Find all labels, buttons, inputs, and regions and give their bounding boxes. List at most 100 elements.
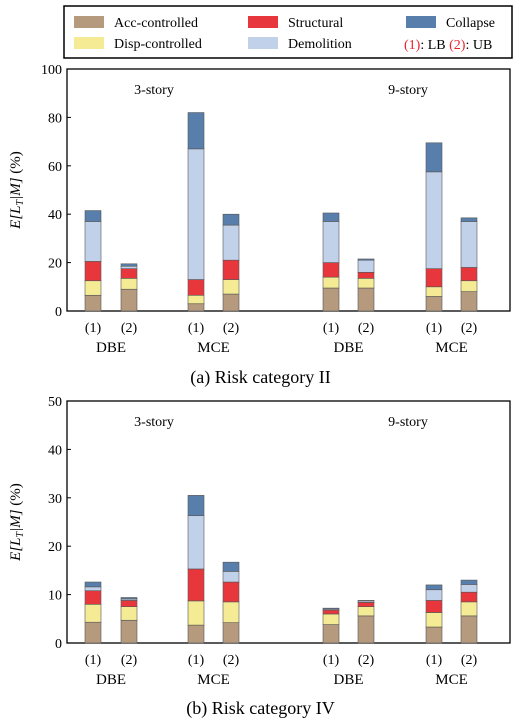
legend-label-demo: Demolition [288,37,352,52]
bar-segment-demo [425,171,443,269]
bar-segment-disp [222,279,240,295]
stacked-bar [322,212,340,312]
bar-segment-acc [187,303,205,312]
x-tick-label: (2) [121,653,138,668]
legend-note-lb: : LB [420,38,449,53]
bar-segment-coll [425,584,443,591]
y-axis-label: E[LT|M] (%) [8,151,26,230]
bar-segment-struct [222,581,240,603]
bar-segment-struct [425,600,443,613]
legend-label-disp: Disp-controlled [114,37,202,52]
y-tick-label: 40 [48,443,62,458]
bar-segment-demo [222,224,240,261]
bar-segment-disp [460,280,478,292]
chart-panel-2: 0 10 20 30 40 50 E[LT|M] (%) 3-story (1) (2) (1) (2… [8,395,511,719]
bar-segment-disp [322,276,340,289]
bar-segment-struct [322,609,340,615]
plot-frame [66,400,511,644]
bar-segment-coll [187,495,205,517]
bar-segment-demo [425,589,443,601]
bar-segment-acc [322,287,340,312]
bar-segment-disp [460,601,478,617]
y-tick-label: 0 [55,305,62,320]
bar-segment-disp [425,286,443,297]
bar-segment-demo [460,221,478,268]
bar-segment-struct [460,267,478,282]
bar-segment-demo [357,259,375,273]
y-tick-label: 40 [48,208,62,223]
category-label: MCE [435,340,468,356]
bar-segment-demo [187,515,205,570]
bar-segment-struct [187,279,205,296]
stacked-bar [84,210,102,312]
panel-title: (a) Risk category II [190,367,330,388]
plot-frame [66,68,511,312]
bar-segment-acc [357,615,375,644]
bar-segment-disp [84,603,102,623]
y-tick-label: 10 [48,589,62,604]
x-tick-label: (2) [461,321,478,336]
bar-segment-disp [357,278,375,289]
legend-label-acc: Acc-controlled [114,16,198,31]
bar-segment-acc [425,626,443,644]
bar-segment-demo [120,265,138,269]
y-tick-label: 60 [48,160,62,175]
legend-frame [63,5,513,59]
stacked-bar [222,561,240,644]
x-tick-label: (2) [358,321,375,336]
x-tick-label: (2) [461,653,478,668]
bar-segment-struct [84,261,102,282]
bar-segment-coll [460,579,478,585]
bar-segment-disp [187,600,205,626]
stacked-bar [222,213,240,312]
bar-segment-acc [120,619,138,644]
category-label: DBE [96,340,126,356]
bar-segment-coll [84,210,102,222]
category-label: MCE [197,672,230,688]
y-tick-label: 20 [48,257,62,272]
legend-swatch-struct [248,16,278,28]
bar-segment-acc [84,294,102,312]
stacked-bar [84,581,102,644]
bar-segment-coll [187,112,205,150]
bar-segment-disp [84,280,102,296]
bar-segment-struct [120,268,138,279]
bar-segment-coll [322,212,340,222]
stacked-bar [460,217,478,312]
x-tick-label: (2) [121,321,138,336]
legend-label-coll: Collapse [446,16,495,31]
group-label: 9-story [388,83,428,98]
bar-segment-acc [120,288,138,312]
stacked-bar [425,142,443,312]
bar-segment-struct [460,591,478,603]
x-tick-label: (1) [426,321,443,336]
group-label: 3-story [134,83,174,98]
bar-segment-disp [120,278,138,290]
x-tick-label: (1) [188,321,205,336]
panel-title: (b) Risk category IV [186,698,334,719]
bar-segment-struct [222,259,240,280]
bar-segment-coll [357,258,375,261]
x-tick-label: (1) [188,653,205,668]
stacked-bar [460,579,478,644]
bar-segment-disp [120,606,138,621]
y-tick-label: 30 [48,492,62,507]
category-label: DBE [334,340,364,356]
y-tick-label: 50 [48,395,62,410]
legend-swatch-coll [406,16,436,28]
bar-segment-struct [322,262,340,278]
legend-note-2: (2) [449,38,466,53]
legend-bound-note: (1): LB (2): UB [404,38,492,53]
category-label: MCE [197,340,230,356]
bar-segment-demo [322,221,340,263]
stacked-bar [120,263,138,312]
x-tick-label: (1) [85,653,102,668]
x-tick-label: (1) [323,321,340,336]
stacked-bar [357,600,375,644]
x-tick-label: (2) [223,321,240,336]
bar-segment-acc [84,621,102,644]
bar-segment-demo [187,148,205,280]
bar-segment-disp [222,601,240,623]
